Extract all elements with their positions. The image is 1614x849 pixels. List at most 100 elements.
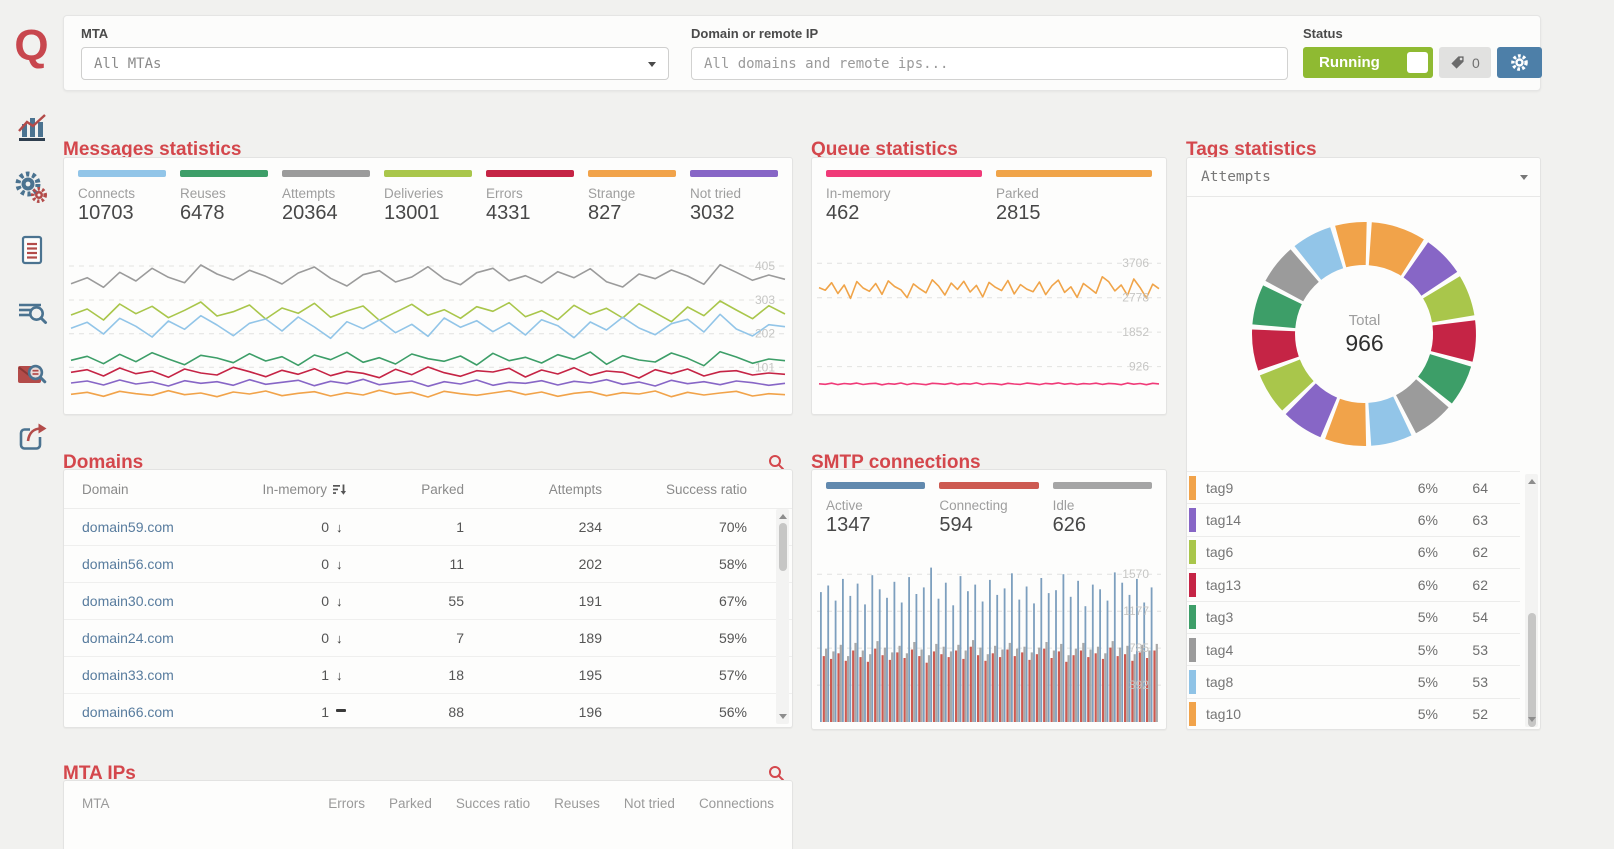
status-field: Status Running 0 [1303,26,1542,78]
mta-ips-search-icon[interactable] [768,765,785,782]
tag-row[interactable]: tag6 6% 62 [1187,537,1520,570]
tag-color-chip [1189,605,1196,630]
smtp-stats-row: Active 1347 Connecting 594 Idle 626 [826,482,1152,537]
cell-attempts: 191 [578,593,602,609]
cell-in-memory: 1 [216,704,346,720]
svg-text:392: 392 [1129,678,1149,692]
domain-search-input[interactable] [691,47,1288,80]
domains-table-body: domain59.com0123470%domain56.com01120258… [64,509,792,727]
tag-name: tag14 [1206,512,1242,529]
stat-not-tried: Not tried 3032 [690,170,778,225]
tag-color-chip [1189,670,1196,695]
domain-link[interactable]: domain30.com [82,593,174,609]
cell-attempts: 189 [578,630,602,646]
tag-count-badge[interactable]: 0 [1439,47,1491,78]
sidebar-item-documents[interactable] [14,232,50,268]
tag-row[interactable]: tag9 6% 64 [1187,472,1520,505]
table-row[interactable]: domain24.com 0 7 189 59% [64,620,792,657]
domains-scrollbar [776,509,789,724]
scroll-down-icon[interactable] [1527,717,1536,722]
scroll-down-icon[interactable] [778,714,787,719]
stat-label: Deliveries [384,186,444,201]
stat-color-bar [384,170,472,177]
tag-row[interactable]: tag14 6% 63 [1187,504,1520,537]
sidebar-item-settings[interactable] [14,170,50,206]
tags-list: tag9 6% 64 tag14 6% 63 tag6 6% 62 tag13 6% 62 tag3 5%… [1187,471,1520,732]
messages-line-chart: 101 202 303 405 [69,259,787,398]
tag-row[interactable]: tag3 5% 54 [1187,602,1520,634]
status-toggle[interactable]: Running [1303,47,1433,78]
tag-count: 0 [1472,54,1480,71]
column-header-in-memory[interactable]: In-memory [216,482,346,497]
cell-success-ratio: 57% [718,667,747,683]
stat-color-bar [180,170,268,177]
mta-ips-title: MTA IPs [63,763,793,785]
app-logo: Q [14,21,49,70]
domain-link[interactable]: domain56.com [82,556,174,572]
stat-parked: Parked 2815 [996,170,1152,225]
cell-success-ratio: 59% [718,630,747,646]
stat-value: 827 [588,202,622,224]
domain-link[interactable]: domain59.com [82,519,174,535]
mta-select-value: All MTAs [94,55,162,72]
stat-value: 594 [939,514,973,536]
table-row[interactable]: domain66.com 1 88 196 56% [64,694,792,727]
cell-in-memory: 0 [216,519,346,535]
scroll-up-icon[interactable] [1527,479,1536,484]
stat-active: Active 1347 [826,482,926,537]
domain-link[interactable]: domain24.com [82,630,174,646]
column-header-reuses: Reuses [554,795,600,811]
scrollbar-thumb[interactable] [778,523,787,571]
sidebar-item-share[interactable] [14,418,50,454]
domains-panel: Domain In-memory Parked Attempts Success rat… [63,469,793,728]
table-row[interactable]: domain33.com 1 18 195 57% [64,657,792,694]
svg-text:1177: 1177 [1123,604,1149,618]
stat-attempts: Attempts 20364 [282,170,370,225]
sidebar-item-statistics[interactable] [14,108,50,144]
tag-percent: 6% [1417,544,1438,561]
chevron-down-icon [1520,175,1528,180]
cell-attempts: 202 [578,556,602,572]
tags-metric-select[interactable]: Attempts [1187,158,1540,197]
stat-color-bar [690,170,778,177]
stat-value: 626 [1052,514,1087,536]
share-icon [19,423,46,450]
domain-link[interactable]: domain66.com [82,704,174,720]
trend-flat-icon [336,709,346,712]
column-header-connections: Connections [698,795,774,811]
table-row[interactable]: domain56.com 0 11 202 58% [64,546,792,583]
messages-statistics-title: Messages statistics [63,139,793,161]
domain-link[interactable]: domain33.com [82,667,174,683]
scroll-up-icon[interactable] [778,514,787,519]
stat-value: 3032 [690,202,735,224]
table-row[interactable]: domain59.com 0 1 234 70% [64,509,792,546]
tag-row[interactable]: tag4 5% 53 [1187,634,1520,667]
in-memory-value: 0 [321,630,329,646]
tag-row[interactable]: tag13 6% 62 [1187,569,1520,602]
tag-row[interactable]: tag8 5% 53 [1187,666,1520,699]
in-memory-value: 0 [321,556,329,572]
stat-color-bar [826,482,926,489]
domains-search-icon[interactable] [768,454,785,471]
tag-color-chip [1189,508,1196,533]
settings-button[interactable] [1496,47,1542,78]
mta-select[interactable]: All MTAs [81,47,669,80]
in-memory-value: 0 [321,519,329,535]
sidebar-item-message-search[interactable] [14,356,50,392]
tag-row[interactable]: tag10 5% 52 [1187,699,1520,732]
tag-percent: 6% [1417,512,1438,529]
status-label: Status [1303,26,1343,41]
queue-statistics-title: Queue statistics [811,139,1167,161]
cell-parked: 55 [448,593,464,609]
tag-value: 53 [1472,674,1488,691]
tag-value: 64 [1472,479,1488,496]
sort-icon [333,483,346,496]
cell-parked: 18 [448,667,464,683]
tag-color-chip [1189,637,1196,662]
smtp-title-text: SMTP connections [811,451,981,473]
stat-value: 10703 [78,202,134,224]
column-header-succes-ratio: Succes ratio [455,795,531,811]
sidebar-item-log-search[interactable] [14,294,50,330]
table-row[interactable]: domain30.com 0 55 191 67% [64,583,792,620]
scrollbar-thumb[interactable] [1527,613,1536,727]
